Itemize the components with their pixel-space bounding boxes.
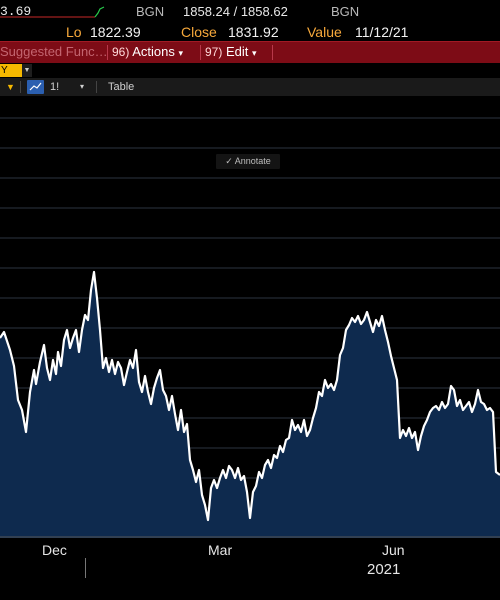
toolbar-divider xyxy=(272,45,273,60)
edit-number: 97) xyxy=(205,45,223,59)
chevron-down-icon: ▾ xyxy=(178,48,184,58)
annotate-label: Annotate xyxy=(234,156,271,166)
close-value: 1831.92 xyxy=(228,24,279,40)
close-label: Close xyxy=(181,24,217,40)
value-date: 11/12/21 xyxy=(355,24,409,40)
toolbar-divider xyxy=(200,45,201,60)
annotate-button[interactable]: ✓ Annotate xyxy=(216,154,280,169)
toolbar-divider xyxy=(107,45,108,60)
line-chart-icon[interactable] xyxy=(27,80,44,94)
intraday-sparkline xyxy=(0,6,105,18)
ask-source: BGN xyxy=(331,4,360,19)
price-chart[interactable] xyxy=(0,96,500,538)
chart-toolbar: ▼ 1! ▾ Table xyxy=(0,78,500,96)
x-tick-label: Dec xyxy=(42,542,67,558)
chevron-down-icon[interactable]: ▾ xyxy=(80,82,85,91)
actions-label: Actions xyxy=(132,44,175,59)
chevron-down-icon: ▾ xyxy=(252,48,257,58)
x-tick-label: Jun xyxy=(382,542,405,558)
pencil-icon: ✓ xyxy=(225,156,233,166)
actions-number: 96) xyxy=(112,45,130,59)
edit-label: Edit xyxy=(225,44,249,59)
period-selector[interactable]: Y xyxy=(0,64,23,77)
low-label: Lo xyxy=(66,24,82,40)
function-toolbar: Suggested Func… 96) Actions ▾ 97) Edit ▾ xyxy=(0,41,500,64)
stats-row: Lo 1822.39 Close 1831.92 Value 11/12/21 xyxy=(0,22,500,42)
bid-source: BGN xyxy=(136,4,165,19)
edit-button[interactable]: 97) Edit ▾ xyxy=(205,43,257,61)
price-header-row: 3.69 BGN 1858.24 / 1858.62 BGN xyxy=(0,0,500,24)
chevron-down-icon[interactable]: ▼ xyxy=(22,64,32,77)
x-tick-label: Mar xyxy=(208,542,233,558)
interval-value[interactable]: 1! xyxy=(50,81,60,93)
actions-button[interactable]: 96) Actions ▾ xyxy=(112,43,183,61)
toolbar-divider xyxy=(96,81,97,93)
low-value: 1822.39 xyxy=(90,24,141,40)
price-line xyxy=(0,270,500,522)
year-divider xyxy=(85,558,86,578)
chevron-down-icon[interactable]: ▼ xyxy=(6,82,15,92)
open-value: 3.69 xyxy=(0,4,32,19)
period-row: Y ▼ xyxy=(0,63,500,78)
table-button[interactable]: Table xyxy=(108,81,135,93)
toolbar-divider xyxy=(20,81,21,93)
period-value: Y xyxy=(1,65,8,76)
value-label: Value xyxy=(307,24,342,40)
bid-ask-value: 1858.24 / 1858.62 xyxy=(183,4,288,19)
x-year-label: 2021 xyxy=(367,561,401,578)
suggested-functions-hint[interactable]: Suggested Func… xyxy=(0,44,108,59)
price-area-fill xyxy=(0,272,500,538)
